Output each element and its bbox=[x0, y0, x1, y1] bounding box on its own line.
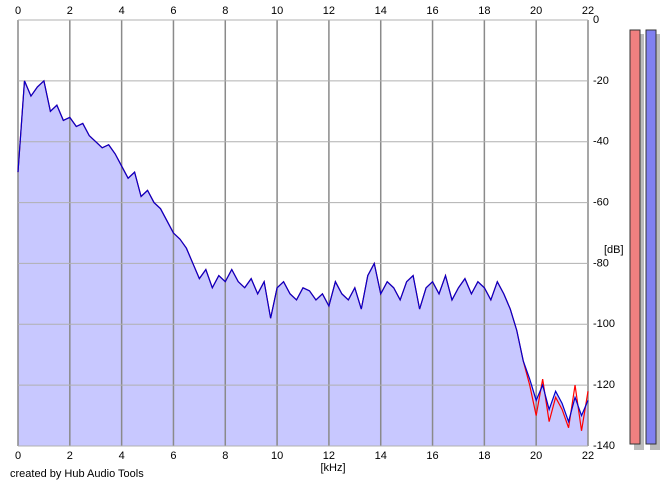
y-tick-label: -140 bbox=[593, 440, 615, 452]
footer: created by Hub Audio Tools bbox=[10, 468, 144, 480]
x-tick-label: 6 bbox=[170, 450, 176, 462]
y-tick-label: -120 bbox=[593, 379, 615, 391]
x-tick-label: 6 bbox=[170, 5, 176, 17]
area-fill bbox=[18, 80, 588, 446]
plot-area bbox=[17, 19, 589, 447]
x-tick-label: 2 bbox=[67, 5, 73, 17]
x-tick-label: 16 bbox=[426, 450, 438, 462]
x-tick-label: 14 bbox=[375, 5, 387, 17]
x-tick-label: 0 bbox=[15, 450, 21, 462]
x-tick-label: 18 bbox=[478, 450, 490, 462]
x-tick-label: 4 bbox=[119, 450, 125, 462]
x-tick-label: 22 bbox=[582, 450, 594, 462]
x-tick-label: 20 bbox=[530, 450, 542, 462]
x-tick-label: 16 bbox=[426, 5, 438, 17]
x-tick-label: 8 bbox=[222, 450, 228, 462]
y-tick-label: 0 bbox=[593, 14, 599, 26]
x-tick-label: 4 bbox=[119, 5, 125, 17]
x-tick-label: 8 bbox=[222, 5, 228, 17]
y-tick-label: -60 bbox=[593, 196, 609, 208]
x-tick-label: 12 bbox=[323, 450, 335, 462]
x-tick-label: 20 bbox=[530, 5, 542, 17]
y-tick-label: -40 bbox=[593, 136, 609, 148]
spectrum-line bbox=[17, 79, 589, 424]
x-tick-label: 10 bbox=[271, 5, 283, 17]
y-tick-label: -80 bbox=[593, 257, 609, 269]
x-tick-label: 2 bbox=[67, 450, 73, 462]
x-axis-label: [kHz] bbox=[320, 462, 345, 474]
x-tick-label: 22 bbox=[582, 5, 594, 17]
level-meter bbox=[629, 29, 641, 445]
y-tick-label: -100 bbox=[593, 318, 615, 330]
y-axis-label: [dB] bbox=[604, 244, 624, 256]
x-tick-label: 12 bbox=[323, 5, 335, 17]
x-tick-label: 10 bbox=[271, 450, 283, 462]
x-tick-label: 14 bbox=[375, 450, 387, 462]
level-meter bbox=[645, 29, 657, 445]
y-tick-label: -20 bbox=[593, 75, 609, 87]
x-tick-label: 0 bbox=[15, 5, 21, 17]
x-tick-label: 18 bbox=[478, 5, 490, 17]
